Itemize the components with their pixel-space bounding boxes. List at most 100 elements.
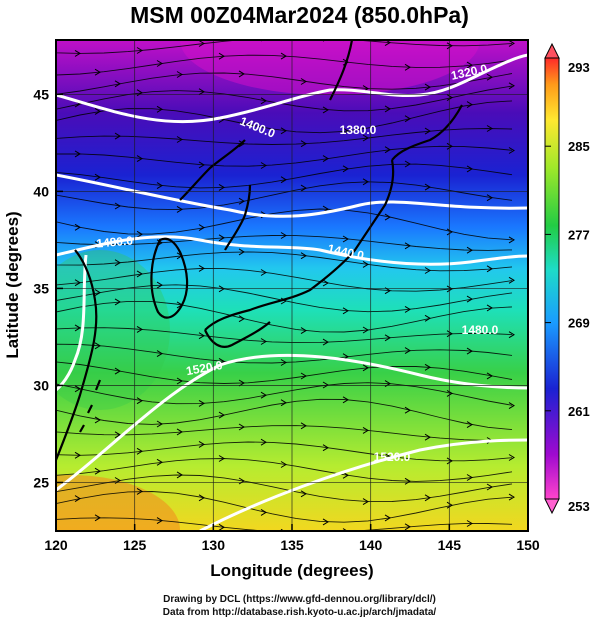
coastline-segment [56,249,98,461]
streamline-arrow [486,125,493,132]
streamline-arrow [156,281,163,289]
streamline-arrow [342,165,349,173]
streamline-arrow [384,146,391,154]
streamline-arrow [176,136,183,143]
streamline-arrow [94,514,101,522]
streamline-arrow [342,127,349,135]
streamline-arrow [384,105,391,113]
streamline-arrow [260,438,267,446]
streamline-arrow [176,428,183,436]
map-gridlines [56,40,528,531]
x-axis-ticks: 120 125 130 135 140 145 150 [44,524,540,553]
streamline-arrow [424,127,431,135]
streamline-arrow [114,202,121,210]
streamline [56,398,513,431]
streamline-arrow [114,80,121,88]
streamline-arrow [74,279,81,287]
streamline-arrow [424,494,431,502]
streamline-arrow [424,363,431,371]
streamline-arrow [508,40,515,47]
streamline-arrow [156,517,163,525]
streamline-arrow [94,289,101,297]
streamline-arrow [156,458,163,466]
streamline-arrow [300,78,307,85]
streamline-arrow [198,88,205,96]
streamline-arrow [218,523,225,531]
streamline-arrow [508,402,515,410]
streamline-arrow [136,155,143,163]
streamline-arrow [466,347,473,355]
streamline-arrow [424,183,431,191]
streamline-arrow [486,265,493,273]
streamline-arrow [322,106,329,114]
streamline-arrow [280,176,287,184]
streamline-arrow [404,347,411,355]
streamline [56,425,513,441]
streamline [56,268,513,292]
contour-label: 1520.0 [185,358,224,378]
streamline-arrow [114,259,121,267]
streamline-arrow [280,461,287,468]
streamline-arrow [446,389,453,397]
colorbar: 293 285 277 269 261 253 [544,42,590,515]
streamline-arrow [176,205,183,213]
streamline-arrow [404,305,411,313]
streamline-arrow [300,252,307,260]
streamline-arrow [322,381,329,389]
streamline [56,72,513,95]
x-tick-label: 145 [438,537,462,553]
y-tick-label: 40 [33,183,49,199]
streamline-arrow [424,83,431,91]
x-tick-label: 135 [280,537,304,553]
height-contour-line [56,254,88,392]
streamline-arrow [198,40,205,47]
streamline-arrow [446,457,453,465]
streamline-arrow [156,420,163,428]
y-tick-label: 30 [33,377,49,393]
streamline-arrow [94,416,101,424]
streamline-arrow [300,327,307,335]
streamline [56,284,513,313]
streamline-arrow [176,377,183,385]
streamline-arrow [362,426,369,434]
colorbar-tick-label: 269 [568,316,590,331]
height-contour-line [56,235,528,266]
streamline-arrow [218,183,225,191]
streamline [56,343,513,364]
magenta-cold-core [180,40,480,95]
streamline-arrow [466,101,473,109]
coastline-segment [204,321,271,348]
y-tick-label: 25 [33,474,49,490]
streamline-arrow [384,213,391,221]
streamline-arrow [198,224,205,232]
streamline [56,441,513,462]
colorbar-tick-label: 261 [568,404,590,419]
streamline-arrow [404,523,411,531]
streamline-arrow [466,474,473,481]
streamline-arrow [218,52,225,60]
streamline [56,145,513,167]
streamline-arrow [322,338,329,346]
x-axis-label: Longitude (degrees) [210,561,373,580]
streamline-arrow [176,471,183,479]
streamline-arrow [466,246,473,254]
coastline-segment [224,184,252,251]
streamline-arrow [446,42,453,50]
streamline-arrow [136,487,143,495]
streamline [56,235,513,251]
credit-dcl: Drawing by DCL (https://www.gfd-dennou.o… [163,594,436,605]
streamlines [56,40,515,531]
streamline-arrow [384,334,391,342]
colorbar-tick-label: 293 [568,60,590,75]
contour-label: 1520.0 [374,450,411,464]
streamline-arrow [300,490,307,498]
streamline-arrow [446,94,453,102]
streamline-arrow [136,270,143,278]
streamline-arrow [198,440,205,448]
warm-southwest-region [56,475,180,531]
streamline [56,327,513,344]
streamline-arrow [508,493,515,501]
streamline-arrow [94,107,101,115]
streamline-arrow [322,444,329,452]
streamline-arrow [486,194,493,202]
